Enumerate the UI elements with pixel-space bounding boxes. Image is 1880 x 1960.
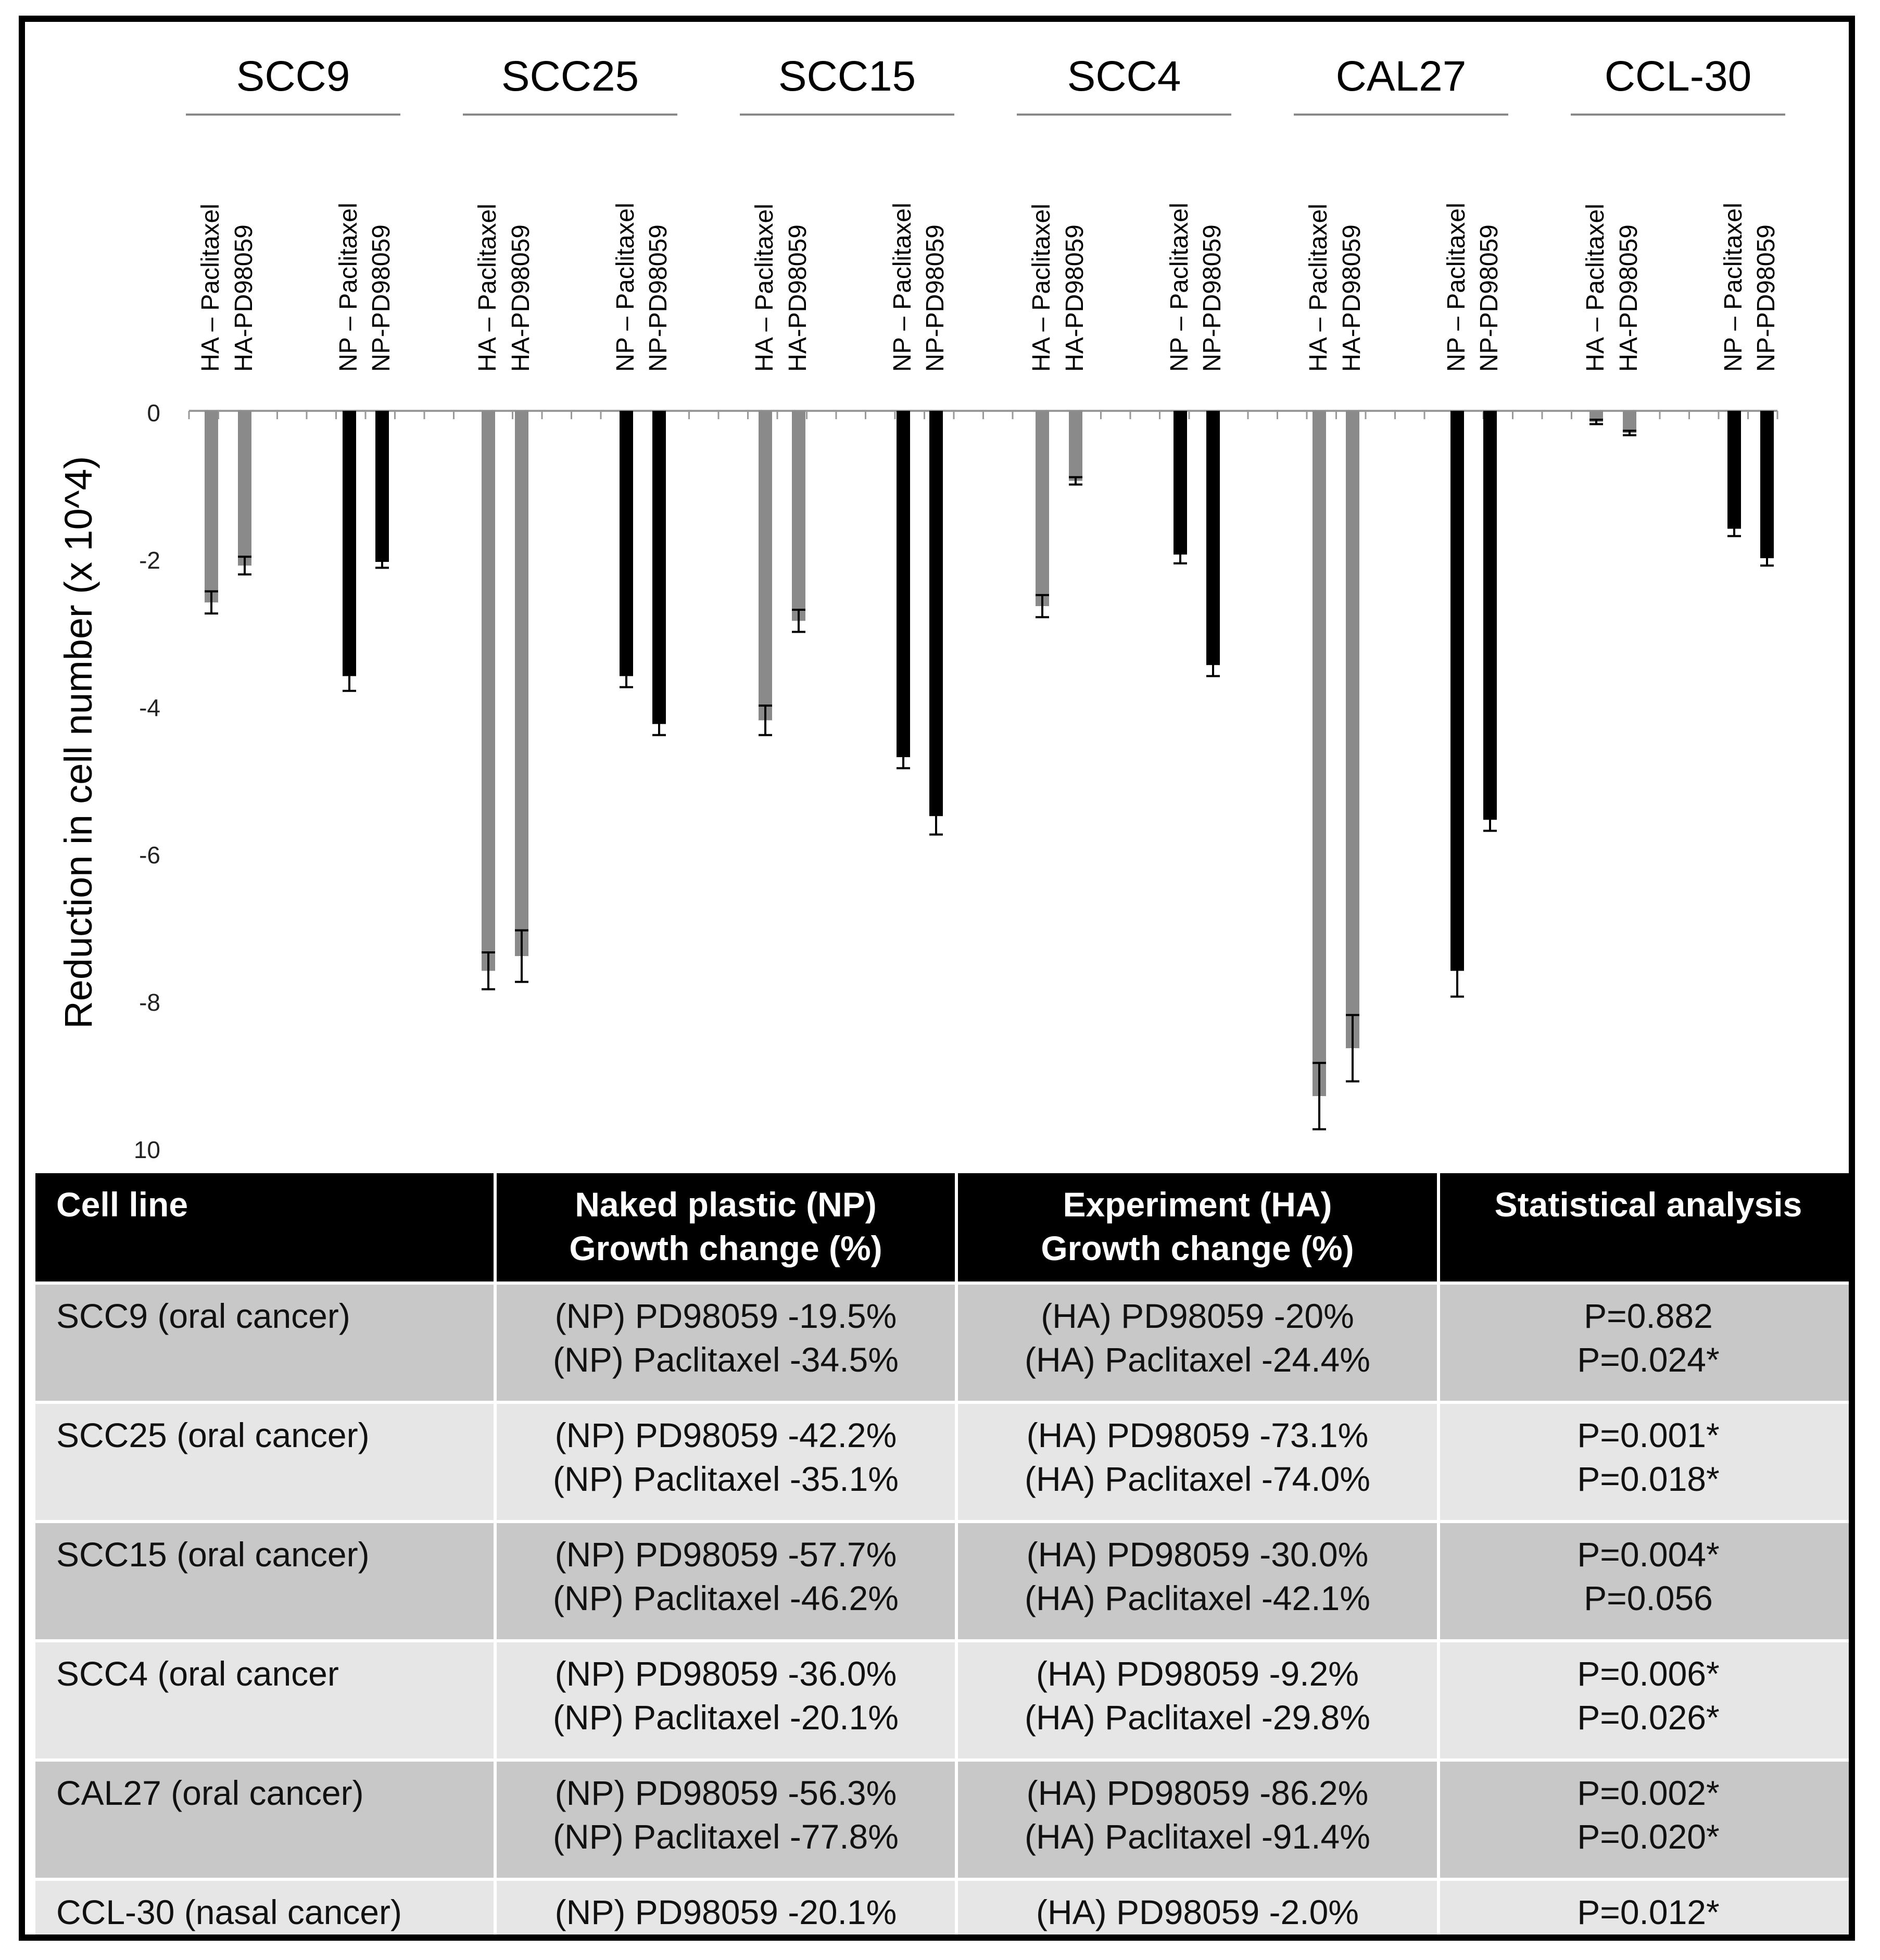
bar bbox=[515, 411, 528, 957]
np-growth-change: (NP) PD98059 -42.2% (NP) Paclitaxel -35.1… bbox=[497, 1404, 955, 1520]
bar-label: NP – Paclitaxel bbox=[1443, 203, 1470, 372]
bar-label: NP – Paclitaxel bbox=[612, 203, 639, 372]
cell-line-name: CAL27 (oral cancer) bbox=[35, 1762, 494, 1878]
cell-line-name: SCC15 (oral cancer) bbox=[35, 1523, 494, 1639]
y-tick-label: -8 bbox=[139, 989, 160, 1016]
p-values: P=0.004* P=0.056 bbox=[1440, 1523, 1849, 1639]
p-values: P=0.006* P=0.026* bbox=[1440, 1642, 1849, 1758]
header-naked-plastic: Naked plastic (NP) Growth change (%) bbox=[497, 1173, 955, 1281]
bar bbox=[205, 411, 218, 602]
bar-label: HA-PD98059 bbox=[1615, 224, 1643, 372]
y-tick-label: 10 bbox=[134, 1136, 160, 1163]
bar-label: HA – Paclitaxel bbox=[197, 204, 224, 372]
p-values: P=0.882 P=0.024* bbox=[1440, 1285, 1849, 1401]
bar bbox=[1450, 411, 1464, 971]
y-tick-label: 0 bbox=[147, 399, 160, 426]
group-title: SCC25 bbox=[501, 53, 639, 100]
bar bbox=[1346, 411, 1359, 1048]
results-table: Cell line Naked plastic (NP) Growth chang… bbox=[32, 1170, 1849, 1934]
bar-label: HA – Paclitaxel bbox=[1582, 204, 1609, 372]
np-growth-change: (NP) PD98059 -36.0% (NP) Paclitaxel -20.1… bbox=[497, 1642, 955, 1758]
bar-label: HA-PD98059 bbox=[230, 224, 258, 372]
bar bbox=[929, 411, 943, 816]
y-tick-label: -2 bbox=[139, 547, 160, 574]
header-experiment: Experiment (HA) Growth change (%) bbox=[958, 1173, 1437, 1281]
bar-chart: 0 -2 -4 -6 -8 10 Reduction in cell number (x 1… bbox=[57, 53, 1785, 1163]
p-values: P=0.001* P=0.018* bbox=[1440, 1404, 1849, 1520]
bar-label: HA – Paclitaxel bbox=[474, 204, 501, 372]
y-axis-label: Reduction in cell number (x 10^4) bbox=[57, 456, 100, 1029]
p-values: P=0.002* P=0.020* bbox=[1440, 1762, 1849, 1878]
bar bbox=[620, 411, 633, 676]
table-row: SCC4 (oral cancer (NP) PD98059 -36.0% (NP… bbox=[35, 1642, 1849, 1758]
bar-label: NP-PD98059 bbox=[368, 224, 395, 372]
ha-growth-change: (HA) PD98059 -30.0% (HA) Paclitaxel -42.1… bbox=[958, 1523, 1437, 1639]
bar-label: NP – Paclitaxel bbox=[889, 203, 916, 372]
bar bbox=[238, 411, 251, 566]
cell-line-name: SCC4 (oral cancer bbox=[35, 1642, 494, 1758]
np-growth-change: (NP) PD98059 -56.3% (NP) Paclitaxel -77.8… bbox=[497, 1762, 955, 1878]
group-title: SCC15 bbox=[778, 53, 916, 100]
ha-growth-change: (HA) PD98059 -73.1% (HA) Paclitaxel -74.0… bbox=[958, 1404, 1437, 1520]
group-title: SCC9 bbox=[236, 53, 350, 100]
bar bbox=[375, 411, 389, 562]
np-growth-change: (NP) PD98059 -57.7% (NP) Paclitaxel -46.2… bbox=[497, 1523, 955, 1639]
bar-label: NP-PD98059 bbox=[922, 224, 949, 372]
bar bbox=[792, 411, 805, 621]
bar-label: HA – Paclitaxel bbox=[1028, 204, 1055, 372]
header-cell-line: Cell line bbox=[35, 1173, 494, 1281]
p-values: P=0.012*P=0.015* bbox=[1440, 1881, 1849, 1934]
bar-label: HA-PD98059 bbox=[784, 224, 812, 372]
bar-label: HA-PD98059 bbox=[1061, 224, 1089, 372]
bar bbox=[1760, 411, 1774, 558]
cell-line-name: SCC9 (oral cancer) bbox=[35, 1285, 494, 1401]
group-title: SCC4 bbox=[1067, 53, 1181, 100]
bar-label: NP – Paclitaxel bbox=[335, 203, 362, 372]
bar-label: NP-PD98059 bbox=[1198, 224, 1226, 372]
group-title: CCL-30 bbox=[1605, 53, 1752, 100]
group-title: CAL27 bbox=[1336, 53, 1467, 100]
cell-line-name: CCL-30 (nasal cancer) bbox=[35, 1881, 494, 1934]
bar bbox=[897, 411, 910, 758]
figure-frame: 0 -2 -4 -6 -8 10 Reduction in cell number (x 1… bbox=[19, 16, 1855, 1941]
table-row: CAL27 (oral cancer) (NP) PD98059 -56.3%(… bbox=[35, 1762, 1849, 1878]
table-row: SCC25 (oral cancer) (NP) PD98059 -42.2%(… bbox=[35, 1404, 1849, 1520]
np-growth-change: (NP) PD98059 -19.5% (NP) Paclitaxel -34.5… bbox=[497, 1285, 955, 1401]
bar-label: HA-PD98059 bbox=[507, 224, 535, 372]
bar-label: NP-PD98059 bbox=[1752, 224, 1780, 372]
ha-growth-change: (HA) PD98059 -9.2% (HA) Paclitaxel -29.8% bbox=[958, 1642, 1437, 1758]
table-row: CCL-30 (nasal cancer) (NP) PD98059 -20.1… bbox=[35, 1881, 1849, 1934]
y-tick-label: -4 bbox=[139, 694, 160, 721]
bar bbox=[759, 411, 772, 721]
table-row: SCC15 (oral cancer) (NP) PD98059 -57.7%(… bbox=[35, 1523, 1849, 1639]
bar-label: NP-PD98059 bbox=[645, 224, 672, 372]
bar bbox=[1069, 411, 1082, 481]
table-header-row: Cell line Naked plastic (NP) Growth chang… bbox=[35, 1173, 1849, 1281]
bar-label: HA – Paclitaxel bbox=[1305, 204, 1332, 372]
np-growth-change: (NP) PD98059 -20.1%(NP) Paclitaxel -18.5… bbox=[497, 1881, 955, 1934]
ha-growth-change: (HA) PD98059 -86.2% (HA) Paclitaxel -91.4… bbox=[958, 1762, 1437, 1878]
bar-label: HA – Paclitaxel bbox=[751, 204, 778, 372]
bar-label: NP – Paclitaxel bbox=[1166, 203, 1193, 372]
bar bbox=[652, 411, 666, 724]
bar bbox=[1206, 411, 1220, 665]
bar bbox=[1623, 411, 1636, 433]
table-row: SCC9 (oral cancer) (NP) PD98059 -19.5% (N… bbox=[35, 1285, 1849, 1401]
bar bbox=[1313, 411, 1326, 1096]
bar bbox=[1483, 411, 1497, 820]
ha-growth-change: (HA) PD98059 -2.0%(HA) Paclitaxel -1.5% bbox=[958, 1881, 1437, 1934]
bar-label: HA-PD98059 bbox=[1338, 224, 1366, 372]
bar bbox=[1036, 411, 1049, 606]
bar bbox=[482, 411, 495, 971]
y-tick-label: -6 bbox=[139, 841, 160, 869]
ha-growth-change: (HA) PD98059 -20% (HA) Paclitaxel -24.4% bbox=[958, 1285, 1437, 1401]
cell-line-name: SCC25 (oral cancer) bbox=[35, 1404, 494, 1520]
bar-label: NP-PD98059 bbox=[1475, 224, 1503, 372]
bar bbox=[1174, 411, 1187, 555]
bar bbox=[1727, 411, 1741, 529]
header-statistical-analysis: Statistical analysis bbox=[1440, 1173, 1849, 1281]
bar-label: NP – Paclitaxel bbox=[1720, 203, 1747, 372]
bar bbox=[343, 411, 356, 676]
